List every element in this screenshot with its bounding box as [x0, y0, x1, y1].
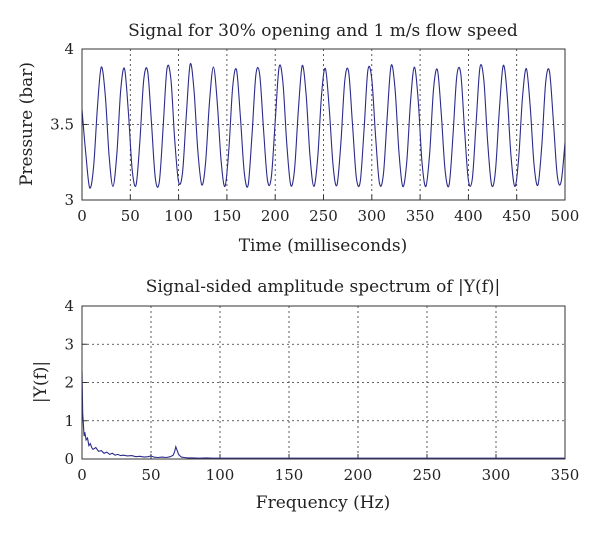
- spectrum-title: Signal-sided amplitude spectrum of |Y(f)…: [146, 277, 501, 297]
- time-signal-ytick-label: 4: [64, 40, 74, 58]
- time-signal-xtick-label: 0: [77, 207, 87, 225]
- time-signal-xtick-label: 100: [164, 207, 193, 225]
- time-signal-title: Signal for 30% opening and 1 m/s flow sp…: [128, 21, 518, 41]
- time-signal-ylabel: Pressure (bar): [17, 62, 37, 186]
- time-signal-xlabel: Time (milliseconds): [239, 236, 408, 256]
- spectrum-ytick-label: 0: [64, 450, 74, 468]
- time-signal-trace: [81, 62, 566, 189]
- spectrum-xtick-label: 200: [344, 466, 373, 484]
- time-signal-xtick-label: 150: [213, 207, 242, 225]
- time-signal-xtick-label: 350: [406, 207, 435, 225]
- time-signal-ytick-label: 3: [64, 191, 74, 209]
- time-signal-xtick-label: 400: [454, 207, 483, 225]
- time-signal-ytick-label: 3.5: [50, 116, 74, 134]
- spectrum-xlabel: Frequency (Hz): [256, 493, 390, 513]
- time-signal-plot: Signal for 30% opening and 1 m/s flow sp…: [17, 21, 579, 256]
- time-signal-xtick-label: 200: [261, 207, 290, 225]
- spectrum-plot: Signal-sided amplitude spectrum of |Y(f)…: [31, 277, 579, 513]
- spectrum-xtick-label: 250: [413, 466, 442, 484]
- time-signal-xtick-label: 500: [551, 207, 580, 225]
- spectrum-xtick-label: 300: [482, 466, 511, 484]
- spectrum-axes-frame: [81, 305, 566, 460]
- time-signal-xtick-label: 50: [121, 207, 140, 225]
- time-signal-xtick-label: 300: [357, 207, 386, 225]
- spectrum-xtick-label: 0: [77, 466, 87, 484]
- time-signal-xtick-label: 250: [309, 207, 338, 225]
- spectrum-xtick-label: 50: [141, 466, 160, 484]
- time-signal-axes-frame: [81, 48, 566, 201]
- spectrum-xtick-label: 100: [206, 466, 235, 484]
- spectrum-xtick-label: 150: [275, 466, 304, 484]
- spectrum-ytick-label: 1: [64, 412, 74, 430]
- spectrum-xtick-label: 350: [551, 466, 580, 484]
- spectrum-ytick-label: 3: [64, 335, 74, 353]
- spectrum-ytick-label: 2: [64, 374, 74, 392]
- spectrum-ylabel: |Y(f)|: [31, 361, 51, 403]
- time-signal-xtick-label: 450: [502, 207, 531, 225]
- spectrum-trace: [81, 370, 565, 459]
- spectrum-ytick-label: 4: [64, 297, 74, 315]
